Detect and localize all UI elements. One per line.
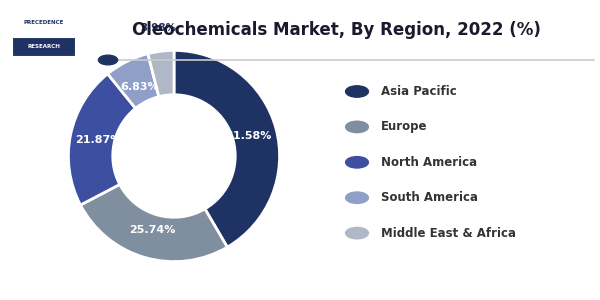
Text: 41.58%: 41.58% <box>225 131 272 141</box>
Text: North America: North America <box>381 156 477 169</box>
Bar <box>13 12 74 34</box>
Text: 21.87%: 21.87% <box>76 135 122 145</box>
Text: 6.83%: 6.83% <box>120 82 159 92</box>
Wedge shape <box>68 74 136 205</box>
Wedge shape <box>174 50 280 247</box>
Bar <box>13 37 74 56</box>
Text: 25.74%: 25.74% <box>130 225 176 235</box>
Text: 3.98%: 3.98% <box>140 23 176 33</box>
Text: Asia Pacific: Asia Pacific <box>381 85 457 98</box>
Text: Middle East & Africa: Middle East & Africa <box>381 226 516 240</box>
Text: Europe: Europe <box>381 120 427 134</box>
Wedge shape <box>80 184 227 262</box>
Wedge shape <box>107 54 159 108</box>
Text: PRECEDENCE: PRECEDENCE <box>23 20 64 25</box>
Wedge shape <box>148 50 174 97</box>
Text: Oleochemicals Market, By Region, 2022 (%): Oleochemicals Market, By Region, 2022 (%… <box>131 21 541 39</box>
Text: South America: South America <box>381 191 478 204</box>
Text: RESEARCH: RESEARCH <box>27 44 60 49</box>
